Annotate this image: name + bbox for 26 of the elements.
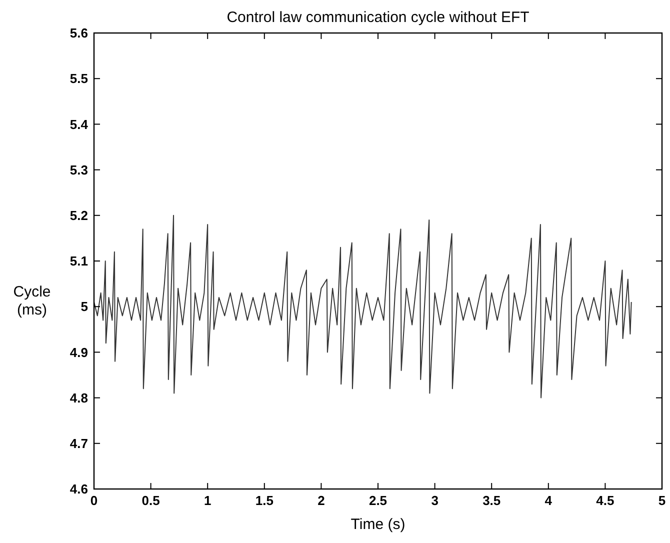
y-tick-label: 5.6 [70,26,88,41]
y-tick-label: 5.1 [70,254,88,269]
x-tick-label: 0 [90,493,98,508]
x-axis-title: Time (s) [350,516,406,533]
x-tick-label: 4 [544,493,553,508]
y-tick-label: 5.4 [70,116,89,132]
x-tick-label: 4.5 [596,493,614,508]
x-tick-label: 1 [204,493,212,508]
y-tick-label: 4.8 [70,390,88,406]
x-tick-label: 2 [318,493,325,508]
x-tick-label: 5 [658,493,666,508]
x-tick-label: 1.5 [255,493,274,508]
y-tick-label: 5.5 [70,71,88,86]
y-tick-label: 4.9 [70,344,88,360]
y-axis-title: Cycle (ms) [13,284,51,319]
y-tick-label: 5 [80,299,88,314]
x-tick-label: 0.5 [142,493,160,508]
y-tick-label: 4.6 [70,482,88,497]
x-tick-label: 3 [431,493,438,508]
line-series [94,214,632,398]
x-tick-label: 3.5 [482,493,501,508]
y-tick-label: 4.7 [70,436,88,451]
y-tick-label: 5.3 [70,162,88,178]
chart-title: Control law communication cycle without EFT [226,9,530,26]
y-tick-label: 5.2 [70,208,88,223]
x-tick-label: 2.5 [368,493,388,508]
